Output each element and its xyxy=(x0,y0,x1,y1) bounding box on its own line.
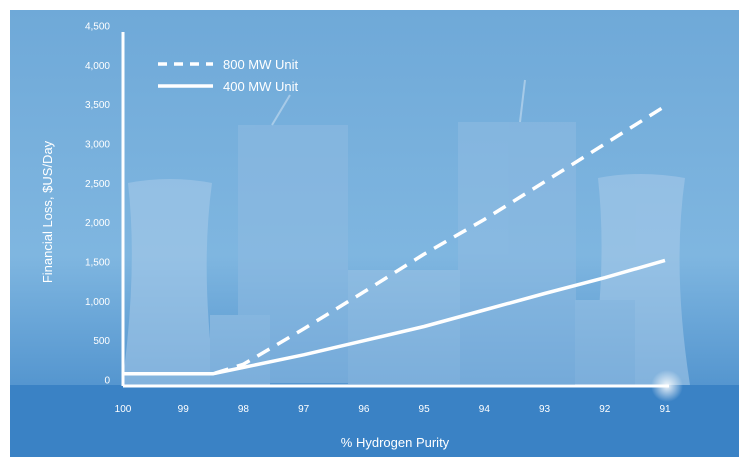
y-tick-label: 2,000 xyxy=(85,218,110,229)
legend-label-800mw: 800 MW Unit xyxy=(223,57,299,72)
series-line-400mw xyxy=(123,258,666,376)
center-building xyxy=(348,270,460,384)
right-boiler-building xyxy=(458,122,576,384)
y-tick-label: 4,500 xyxy=(85,22,110,33)
series-line-800mw xyxy=(123,104,666,376)
low-building-right xyxy=(575,300,635,385)
x-tick-label: 96 xyxy=(358,404,370,415)
y-tick-label: 4,000 xyxy=(85,61,110,72)
y-axis-title: Financial Loss, $US/Day xyxy=(40,140,55,283)
series-lines xyxy=(123,104,666,376)
y-tick-label: 1,000 xyxy=(85,297,110,308)
x-tick-label: 94 xyxy=(479,404,491,415)
legend: 800 MW Unit 400 MW Unit xyxy=(158,57,299,94)
left-cooling-tower xyxy=(122,179,215,385)
y-tick-label: 500 xyxy=(93,336,110,347)
x-tick-label: 97 xyxy=(298,404,310,415)
y-tick-label: 0 xyxy=(104,376,110,387)
crane-left xyxy=(271,94,291,126)
crane-right xyxy=(519,79,526,123)
legend-label-400mw: 400 MW Unit xyxy=(223,79,299,94)
ground-band xyxy=(10,385,739,457)
y-tick-labels: 0 500 1,000 1,500 2,000 2,500 3,000 3,500 4,000 4… xyxy=(85,22,110,387)
x-axis-title: % Hydrogen Purity xyxy=(341,435,450,450)
x-tick-label: 99 xyxy=(178,404,190,415)
y-tick-label: 1,500 xyxy=(85,258,110,269)
x-tick-label: 91 xyxy=(659,404,671,415)
y-tick-label: 3,500 xyxy=(85,100,110,111)
x-tick-label: 92 xyxy=(599,404,611,415)
x-tick-label: 98 xyxy=(238,404,250,415)
low-building-left xyxy=(210,315,270,385)
y-tick-label: 3,000 xyxy=(85,140,110,151)
x-tick-label: 93 xyxy=(539,404,551,415)
y-tick-label: 2,500 xyxy=(85,179,110,190)
x-tick-label: 100 xyxy=(115,404,132,415)
x-tick-labels: 100 99 98 97 96 95 94 93 92 91 xyxy=(115,404,671,415)
x-tick-label: 95 xyxy=(419,404,431,415)
